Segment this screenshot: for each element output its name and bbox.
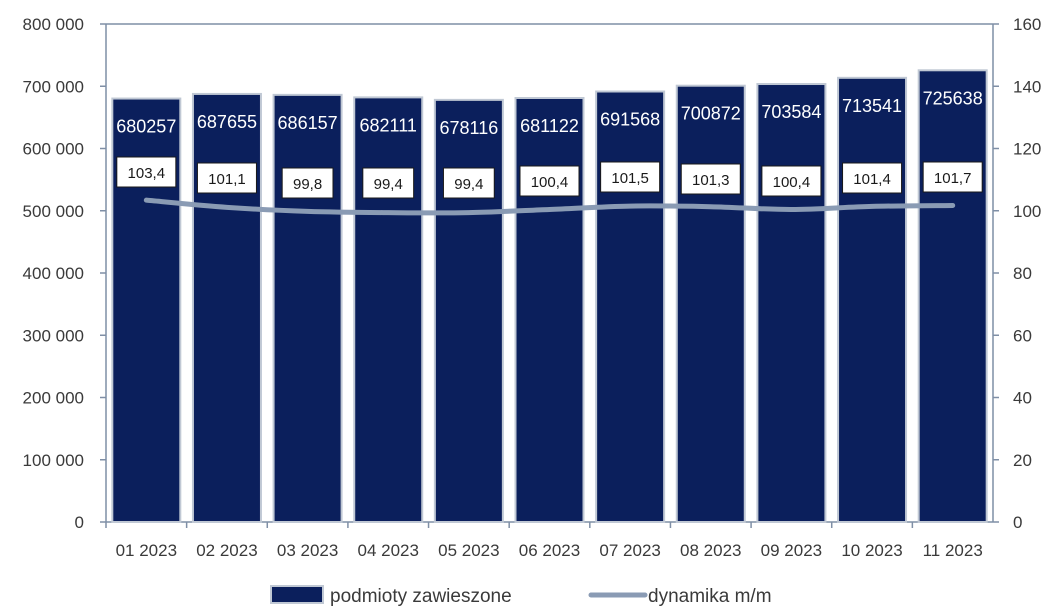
line-data-label: 101,5 bbox=[611, 170, 649, 187]
bar-data-label: 680257 bbox=[116, 117, 176, 137]
x-tick-label: 08 2023 bbox=[680, 541, 741, 560]
bar bbox=[757, 84, 825, 522]
bar-data-label: 686157 bbox=[278, 113, 338, 133]
x-tick-label: 11 2023 bbox=[923, 541, 983, 560]
line-data-label: 103,4 bbox=[128, 165, 166, 182]
bar bbox=[596, 91, 664, 522]
bar bbox=[193, 94, 261, 522]
line-data-label: 99,8 bbox=[293, 176, 322, 193]
bar-data-label: 687655 bbox=[197, 112, 257, 132]
bar bbox=[677, 86, 745, 522]
x-tick-label: 01 2023 bbox=[116, 541, 177, 560]
line-data-label: 101,4 bbox=[853, 171, 891, 188]
bar bbox=[435, 100, 503, 522]
y-right-tick-label: 0 bbox=[1013, 513, 1022, 532]
bar-data-label: 725638 bbox=[923, 88, 983, 108]
legend-swatch-bar bbox=[271, 586, 323, 603]
bar-data-label: 713541 bbox=[842, 96, 902, 116]
bar bbox=[919, 70, 987, 522]
x-tick-label: 07 2023 bbox=[599, 541, 660, 560]
y-right-tick-label: 60 bbox=[1013, 326, 1032, 345]
y-right-tick-label: 120 bbox=[1013, 140, 1041, 159]
y-left-tick-label: 200 000 bbox=[23, 389, 84, 408]
y-right-tick-label: 160 bbox=[1013, 15, 1041, 34]
legend: podmioty zawieszone dynamika m/m bbox=[271, 586, 772, 607]
bar-data-label: 682111 bbox=[360, 115, 417, 135]
x-tick-label: 06 2023 bbox=[519, 541, 580, 560]
bar bbox=[838, 78, 906, 522]
bars bbox=[112, 70, 986, 522]
bar bbox=[516, 98, 584, 522]
line-data-label: 101,7 bbox=[934, 170, 972, 187]
x-tick-label: 09 2023 bbox=[761, 541, 822, 560]
legend-label-bar: podmioty zawieszone bbox=[330, 586, 512, 607]
y-left-tick-label: 800 000 bbox=[23, 15, 84, 34]
bar-data-label: 700872 bbox=[681, 104, 741, 124]
y-right-tick-label: 20 bbox=[1013, 451, 1032, 470]
y-left-tick-label: 100 000 bbox=[23, 451, 84, 470]
y-right-tick-label: 40 bbox=[1013, 389, 1032, 408]
y-right-tick-label: 100 bbox=[1013, 202, 1041, 221]
y-left-tick-label: 500 000 bbox=[23, 202, 84, 221]
y-left-tick-label: 700 000 bbox=[23, 77, 84, 96]
x-tick-label: 10 2023 bbox=[841, 541, 902, 560]
y-left-tick-label: 400 000 bbox=[23, 264, 84, 283]
x-tick-label: 05 2023 bbox=[438, 541, 499, 560]
bar-data-label: 703584 bbox=[761, 102, 821, 122]
line-data-label: 100,4 bbox=[773, 174, 811, 191]
line-data-label: 101,1 bbox=[208, 171, 246, 188]
bar bbox=[354, 97, 422, 522]
bar bbox=[274, 95, 342, 522]
line-data-label: 99,4 bbox=[454, 176, 483, 193]
line-data-label: 100,4 bbox=[531, 174, 569, 191]
y-right-tick-label: 80 bbox=[1013, 264, 1032, 283]
line-data-label: 99,4 bbox=[374, 176, 403, 193]
legend-label-line: dynamika m/m bbox=[648, 586, 772, 607]
y-left-tick-label: 0 bbox=[75, 513, 84, 532]
x-tick-label: 03 2023 bbox=[277, 541, 338, 560]
bar-data-label: 678116 bbox=[439, 118, 498, 138]
bar-data-label: 691568 bbox=[600, 109, 660, 129]
y-left-tick-label: 300 000 bbox=[23, 326, 84, 345]
y-left-tick-label: 600 000 bbox=[23, 140, 84, 159]
x-tick-label: 02 2023 bbox=[196, 541, 257, 560]
y-right-tick-label: 140 bbox=[1013, 77, 1041, 96]
line-data-label: 101,3 bbox=[692, 172, 730, 189]
bar-data-label: 681122 bbox=[520, 116, 579, 136]
x-tick-label: 04 2023 bbox=[358, 541, 419, 560]
